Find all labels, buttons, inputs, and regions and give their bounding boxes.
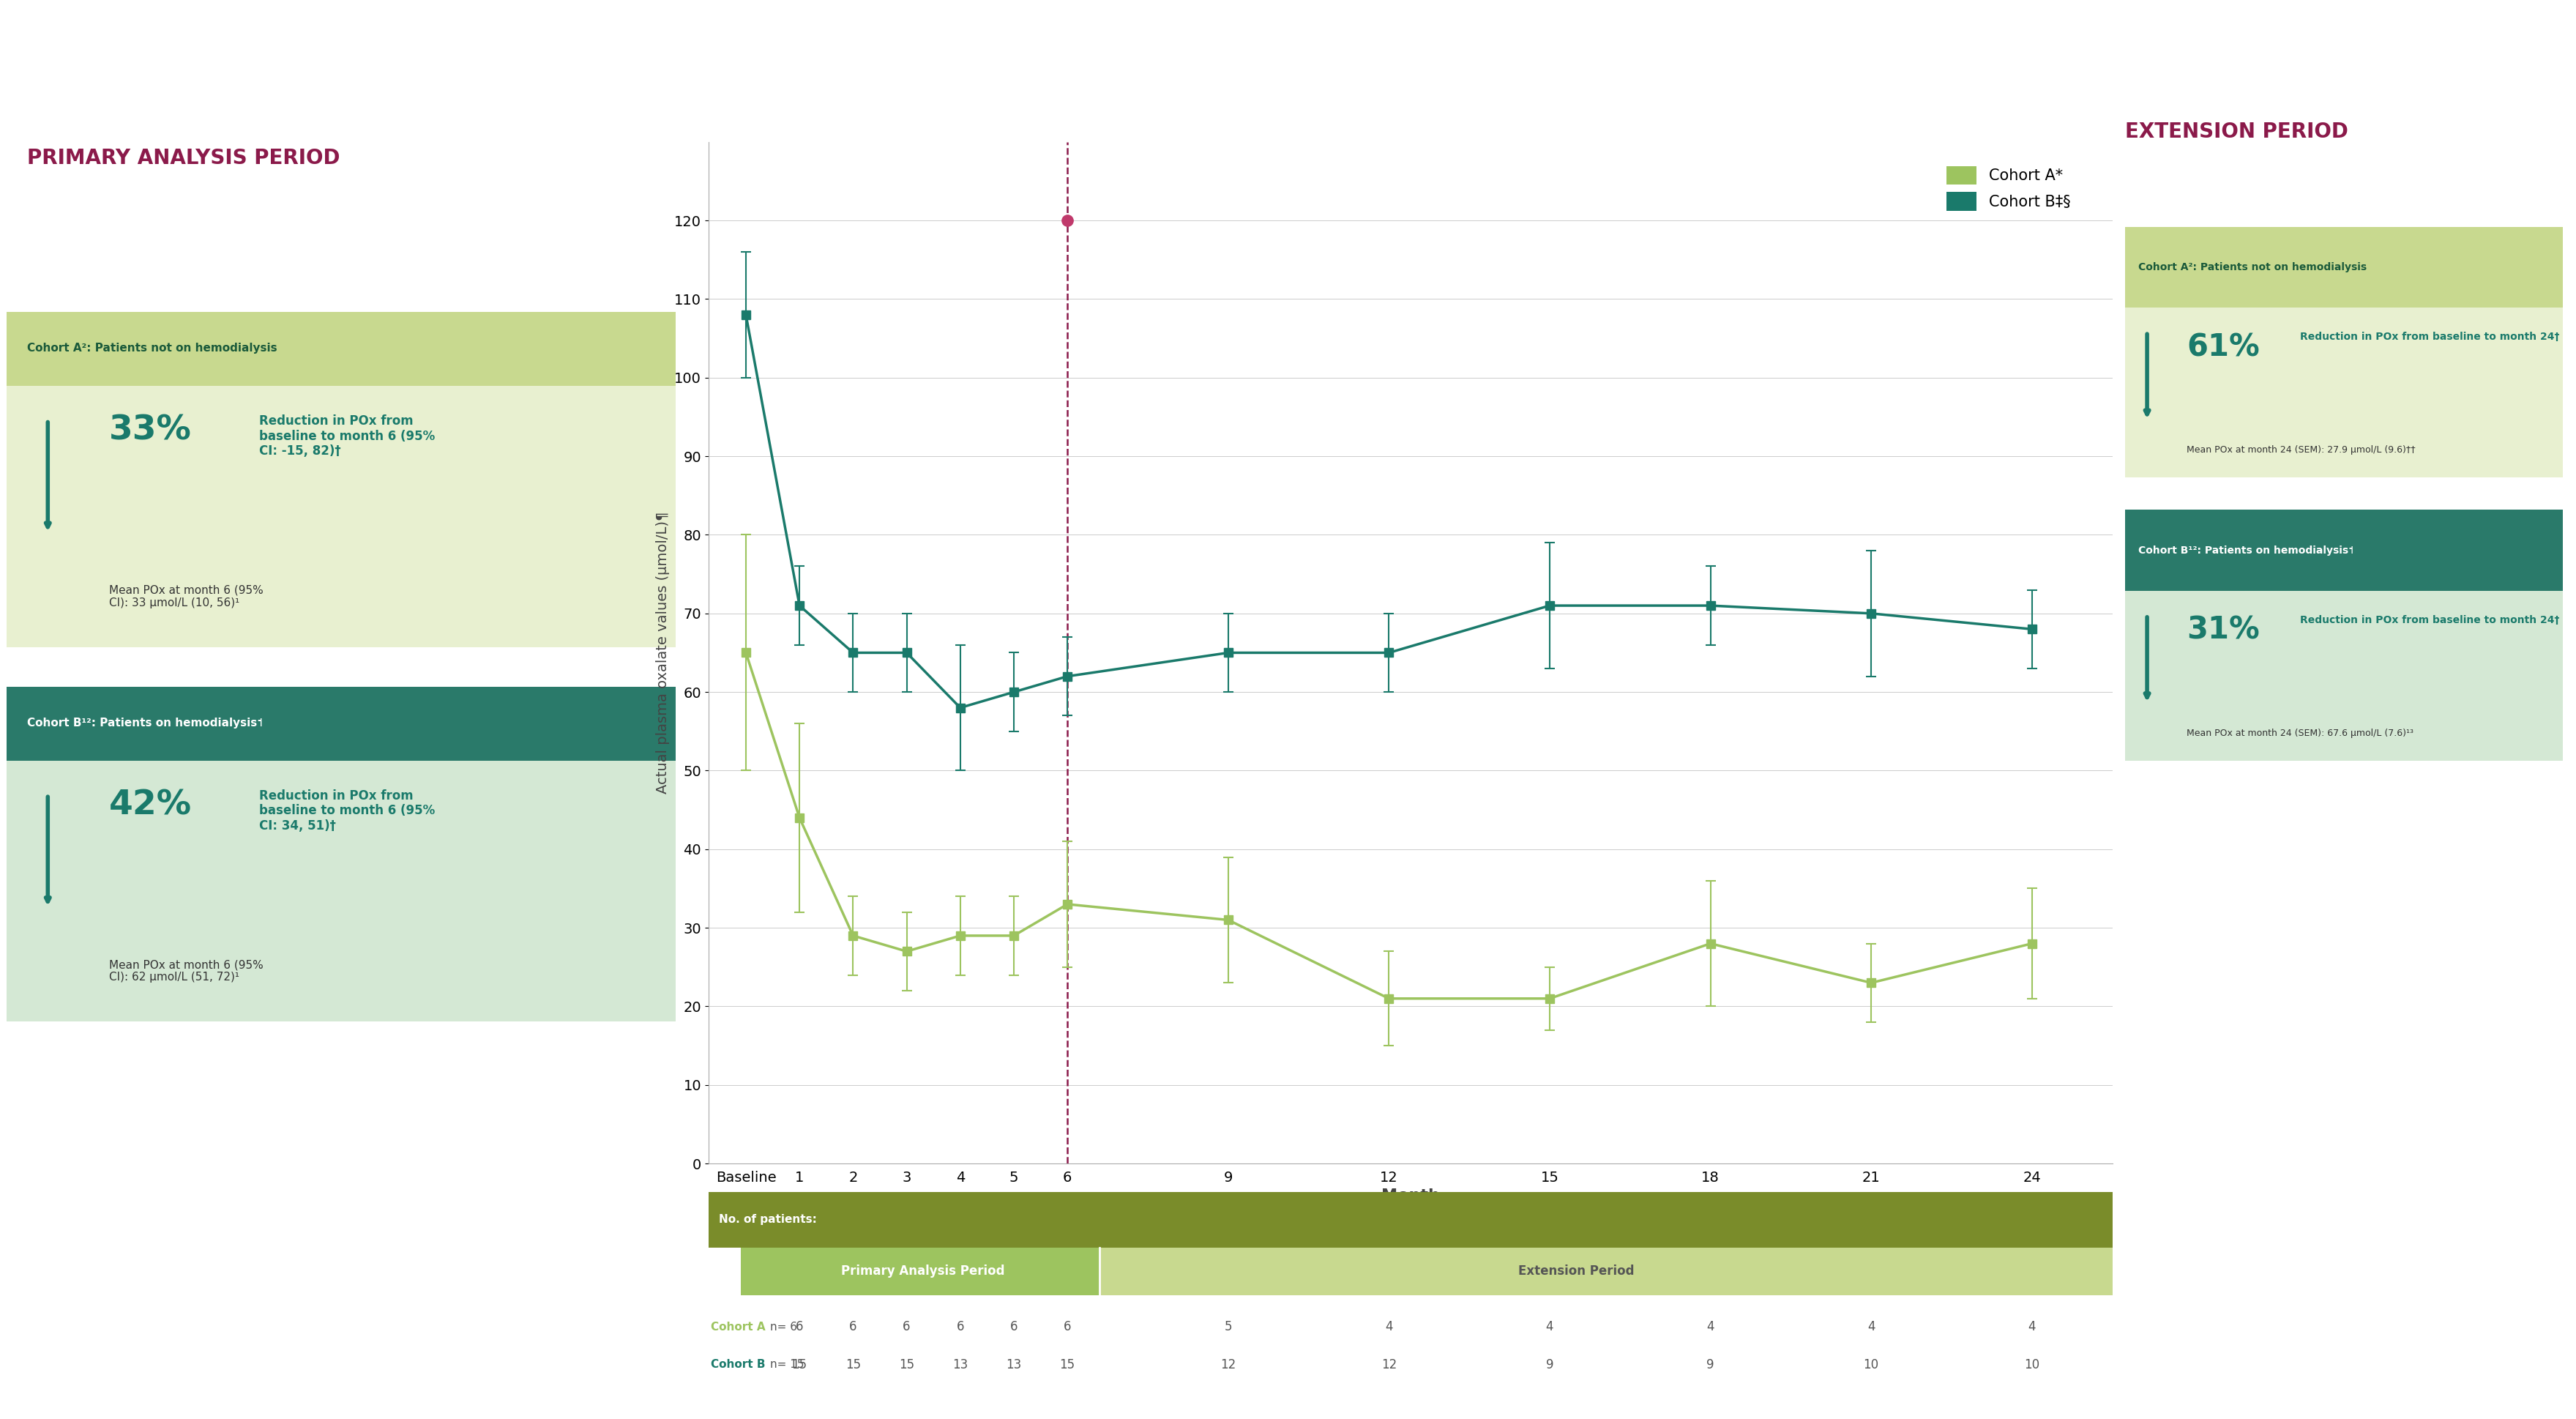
Bar <box>708 1192 2112 1247</box>
Text: Mean POx at month 6 (95%
CI): 33 μmol/L (10, 56)¹: Mean POx at month 6 (95% CI): 33 μmol/L … <box>108 585 263 609</box>
Text: 31%: 31% <box>2187 614 2259 646</box>
Text: 9: 9 <box>1705 1358 1713 1371</box>
Text: Cohort A: Cohort A <box>711 1321 765 1332</box>
Text: Reduction in POx from
baseline to month 6 (95%
CI: -15, 82)†: Reduction in POx from baseline to month … <box>260 414 435 458</box>
Y-axis label: Actual plasma oxalate values (μmol/L)¶: Actual plasma oxalate values (μmol/L)¶ <box>657 512 670 793</box>
Text: ILLUMINATE-C: Mean reduction in POx with OXLUMO¹³: ILLUMINATE-C: Mean reduction in POx with… <box>827 41 1749 72</box>
Text: 6: 6 <box>1064 1321 1072 1334</box>
Text: n= 15: n= 15 <box>770 1359 804 1371</box>
Bar <box>2125 308 2563 478</box>
Text: 6: 6 <box>902 1321 909 1334</box>
Text: 6: 6 <box>850 1321 858 1334</box>
Text: 10: 10 <box>2025 1358 2040 1371</box>
Text: 42%: 42% <box>108 789 193 822</box>
Text: 4: 4 <box>1868 1321 1875 1334</box>
Text: 12: 12 <box>1381 1358 1396 1371</box>
Text: Mean POx at month 24 (SEM): 27.9 μmol/L (9.6)††: Mean POx at month 24 (SEM): 27.9 μmol/L … <box>2187 446 2416 454</box>
Text: 15: 15 <box>1059 1358 1074 1371</box>
Text: 10: 10 <box>1862 1358 1878 1371</box>
Text: Mean POx at month 24 (SEM): 67.6 μmol/L (7.6)¹³: Mean POx at month 24 (SEM): 67.6 μmol/L … <box>2187 728 2414 738</box>
Bar <box>1100 1247 2112 1296</box>
Legend: Cohort A*, Cohort B‡§: Cohort A*, Cohort B‡§ <box>1940 160 2076 217</box>
Text: Reduction in POx from baseline to month 24†: Reduction in POx from baseline to month … <box>2300 332 2561 342</box>
Text: 33%: 33% <box>108 414 191 447</box>
Bar <box>8 386 675 647</box>
Text: Cohort B: Cohort B <box>711 1359 765 1371</box>
Text: Cohort A²: Patients not on hemodialysis: Cohort A²: Patients not on hemodialysis <box>28 343 278 353</box>
Text: Cohort A²: Patients not on hemodialysis: Cohort A²: Patients not on hemodialysis <box>2138 263 2367 272</box>
Text: 15: 15 <box>899 1358 914 1371</box>
Text: 6: 6 <box>796 1321 804 1334</box>
Text: 15: 15 <box>845 1358 860 1371</box>
Text: PRIMARY ANALYSIS PERIOD: PRIMARY ANALYSIS PERIOD <box>28 148 340 167</box>
Text: 4: 4 <box>1386 1321 1394 1334</box>
Bar <box>739 1247 1100 1296</box>
Text: 4: 4 <box>2027 1321 2035 1334</box>
Text: Extension Period: Extension Period <box>1517 1264 1636 1279</box>
Text: n= 6: n= 6 <box>770 1321 796 1332</box>
Text: 9: 9 <box>1546 1358 1553 1371</box>
Text: 5: 5 <box>1224 1321 1231 1334</box>
Text: Cohort B¹²: Patients on hemodialysis˦: Cohort B¹²: Patients on hemodialysis˦ <box>2138 545 2354 555</box>
Bar <box>8 312 675 386</box>
Bar <box>2125 509 2563 590</box>
Text: Reduction in POx from
baseline to month 6 (95%
CI: 34, 51)†: Reduction in POx from baseline to month … <box>260 789 435 833</box>
Text: Mean POx at month 6 (95%
CI): 62 μmol/L (51, 72)¹: Mean POx at month 6 (95% CI): 62 μmol/L … <box>108 959 263 983</box>
Text: 4: 4 <box>1705 1321 1713 1334</box>
Bar <box>2125 227 2563 308</box>
Text: 4: 4 <box>1546 1321 1553 1334</box>
Text: 61%: 61% <box>2187 332 2259 363</box>
Text: 13: 13 <box>1007 1358 1023 1371</box>
Bar <box>8 687 675 761</box>
Text: 15: 15 <box>791 1358 806 1371</box>
Bar <box>8 761 675 1022</box>
Bar <box>2125 590 2563 761</box>
Text: 6: 6 <box>956 1321 963 1334</box>
Text: Primary Analysis Period: Primary Analysis Period <box>840 1264 1005 1279</box>
Text: EXTENSION PERIOD: EXTENSION PERIOD <box>2125 122 2349 142</box>
Text: 13: 13 <box>953 1358 969 1371</box>
Text: 6: 6 <box>1010 1321 1018 1334</box>
Text: Cohort B¹²: Patients on hemodialysis˦: Cohort B¹²: Patients on hemodialysis˦ <box>28 718 263 728</box>
Text: No. of patients:: No. of patients: <box>719 1215 817 1225</box>
Text: 12: 12 <box>1221 1358 1236 1371</box>
X-axis label: Month: Month <box>1381 1189 1440 1203</box>
Text: Reduction in POx from baseline to month 24†: Reduction in POx from baseline to month … <box>2300 614 2561 626</box>
